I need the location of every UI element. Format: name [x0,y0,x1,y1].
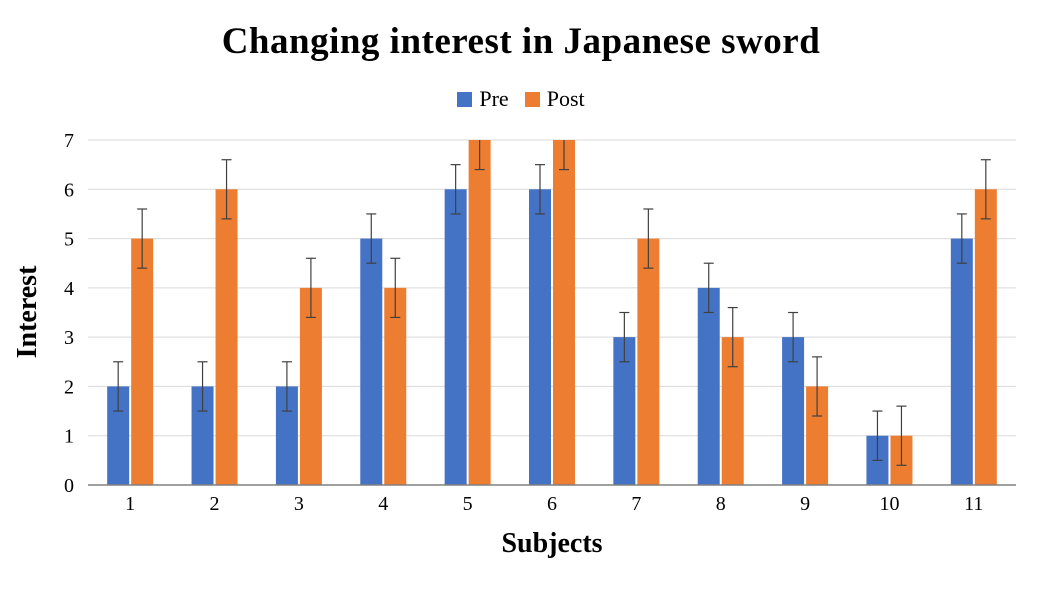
bar-pre-4 [360,238,383,485]
bar-post-4 [384,287,407,485]
bar-post-7 [637,238,660,485]
bar-post-1 [131,238,154,485]
bar-pre-9 [782,337,805,485]
bar-post-2 [215,189,238,486]
x-tick-label: 8 [716,493,726,515]
bar-pre-2 [191,386,214,485]
x-tick-label: 5 [463,493,473,515]
bar-pre-8 [697,287,720,485]
y-tick-label: 2 [64,376,74,398]
x-tick-label: 10 [879,493,899,515]
bar-pre-11 [950,238,973,485]
x-axis-label: Subjects [501,528,603,559]
legend-swatch-post [524,91,540,107]
chart-title: Changing interest in Japanese sword [221,21,821,62]
legend-label-pre: Pre [479,86,509,111]
y-tick-label: 6 [64,179,74,201]
y-tick-label: 7 [64,130,74,152]
y-tick-label: 1 [64,426,74,448]
bar-pre-3 [275,386,298,485]
x-tick-label: 2 [210,493,220,515]
x-tick-label: 3 [294,493,304,515]
bar-post-6 [553,140,575,485]
bar-post-9 [806,386,829,485]
legend-label-post: Post [546,86,585,111]
legend: Pre Post [0,86,1042,112]
bar-pre-6 [529,189,551,486]
y-tick-label: 5 [64,229,74,251]
bar-pre-1 [107,386,130,485]
bar-post-3 [299,287,322,485]
x-tick-label: 6 [547,493,557,515]
x-tick-label: 11 [964,493,983,515]
x-tick-label: 7 [631,493,641,515]
y-tick-label: 4 [64,278,74,300]
legend-swatch-pre [457,91,473,107]
x-tick-label: 1 [125,493,135,515]
y-tick-label: 0 [64,475,74,497]
bar-pre-5 [444,189,467,486]
bar-pre-7 [613,337,636,485]
bar-post-5 [468,140,491,485]
x-tick-label: 9 [800,493,810,515]
legend-item-pre: Pre [457,86,509,112]
bar-post-11 [974,189,997,486]
x-tick-label: 4 [378,493,388,515]
bar-post-8 [721,337,744,485]
y-tick-label: 3 [64,327,74,349]
legend-item-post: Post [524,86,585,112]
